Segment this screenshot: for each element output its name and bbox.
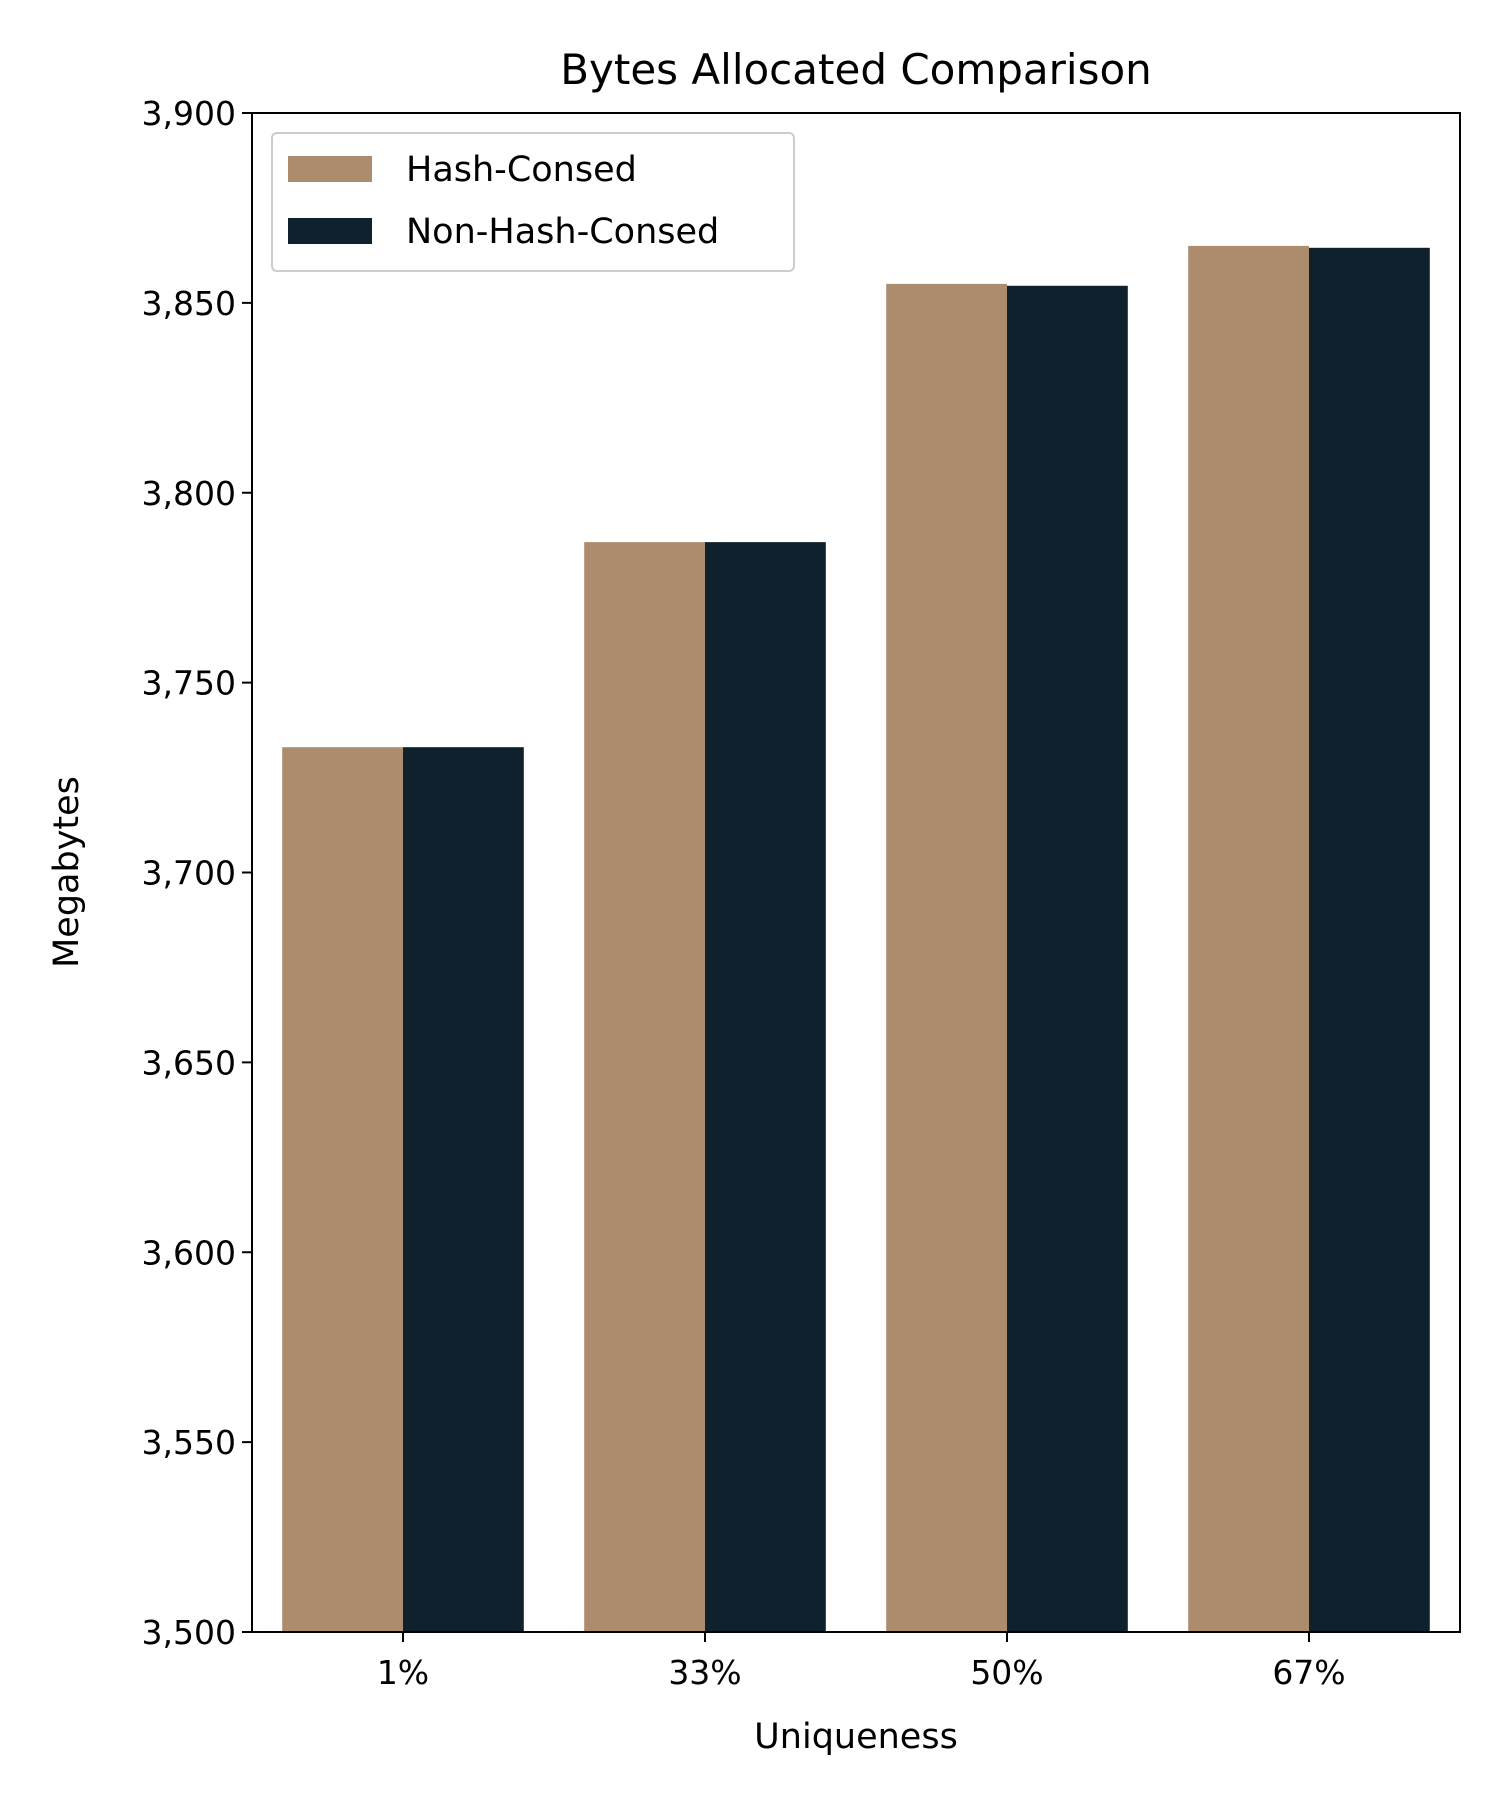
bars-group <box>282 245 1430 1633</box>
y-axis-ticks: 3,500 3,550 3,600 3,650 3,700 3,750 3,800 3,850… <box>142 94 252 1652</box>
x-axis-label: Uniqueness <box>754 1717 958 1757</box>
bar-hash-consed-33 <box>584 542 705 1633</box>
legend: Hash-Consed Non-Hash-Consed <box>271 132 795 272</box>
x-tick-label: 67% <box>1272 1653 1345 1692</box>
bar-non-hash-consed-33 <box>705 542 826 1633</box>
bar-hash-consed-1 <box>282 747 403 1632</box>
y-axis-label: Megabytes <box>47 776 87 968</box>
y-tick-label: 3,700 <box>142 854 236 893</box>
y-tick-label: 3,750 <box>142 664 236 703</box>
bar-hash-consed-50 <box>886 283 1007 1633</box>
bar-non-hash-consed-50 <box>1007 285 1128 1632</box>
x-axis-ticks: 1% 33% 50% 67% <box>377 1632 1346 1692</box>
x-tick-label: 33% <box>668 1653 741 1692</box>
y-tick-label: 3,550 <box>142 1423 236 1462</box>
legend-label-non-hash-consed: Non-Hash-Consed <box>406 212 719 252</box>
legend-swatch-hash-consed <box>288 156 372 182</box>
legend-frame <box>271 132 795 272</box>
y-tick-label: 3,600 <box>142 1233 236 1272</box>
bar-non-hash-consed-67 <box>1309 247 1430 1632</box>
legend-label-hash-consed: Hash-Consed <box>406 150 637 190</box>
bar-non-hash-consed-1 <box>403 747 524 1632</box>
x-tick-label: 50% <box>970 1653 1043 1692</box>
legend-swatch-non-hash-consed <box>288 218 372 244</box>
chart-title: Bytes Allocated Comparison <box>560 45 1152 94</box>
y-tick-label: 3,500 <box>142 1613 236 1652</box>
y-tick-label: 3,800 <box>142 474 236 513</box>
x-tick-label: 1% <box>377 1653 429 1692</box>
bar-hash-consed-67 <box>1188 245 1309 1633</box>
y-tick-label: 3,850 <box>142 284 236 323</box>
y-tick-label: 3,650 <box>142 1043 236 1082</box>
y-tick-label: 3,900 <box>142 94 236 133</box>
plot-frame <box>251 112 1461 1633</box>
